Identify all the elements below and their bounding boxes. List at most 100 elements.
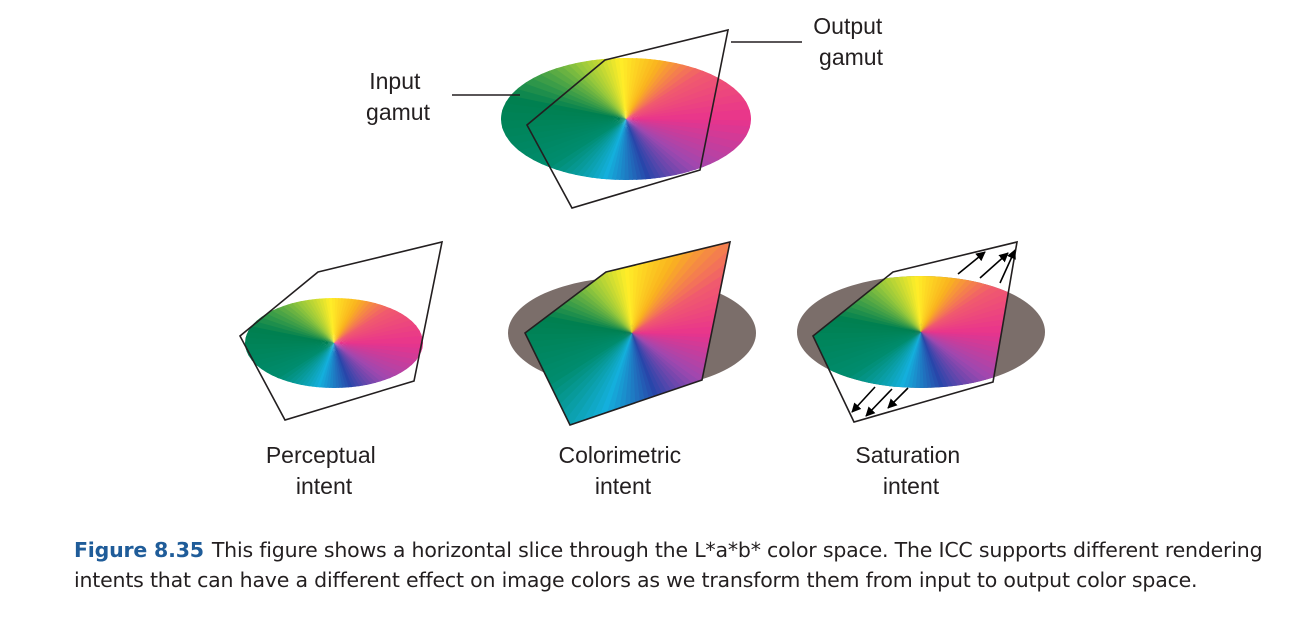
hue-wedge bbox=[632, 242, 727, 333]
hue-wedge bbox=[921, 276, 1017, 332]
hue-wedge bbox=[626, 107, 751, 121]
top-gamut-diagram: Input gamut Output gamut bbox=[366, 13, 888, 209]
hue-wedge bbox=[921, 276, 1017, 332]
hue-wedge bbox=[626, 58, 741, 119]
hue-wedge bbox=[632, 242, 730, 333]
hue-wedge bbox=[245, 298, 334, 343]
hue-wedge bbox=[867, 276, 921, 332]
hue-wedge bbox=[632, 242, 730, 333]
hue-wedge bbox=[921, 332, 938, 388]
hue-wedge bbox=[626, 98, 751, 119]
hue-wedge bbox=[921, 276, 1017, 332]
hue-wedge bbox=[334, 334, 423, 345]
hue-wedge bbox=[921, 332, 1009, 388]
hue-wedge bbox=[921, 276, 1017, 332]
hue-wedge bbox=[626, 119, 689, 180]
perceptual-intent-diagram: Perceptual intent bbox=[238, 240, 444, 499]
hue-wedge bbox=[626, 58, 721, 119]
hue-wedge bbox=[632, 283, 730, 333]
hue-wedge bbox=[334, 343, 423, 388]
hue-wedge bbox=[554, 58, 626, 119]
perceptual-compressed-wheel bbox=[245, 298, 423, 388]
hue-wedge bbox=[334, 298, 390, 343]
hue-wedge bbox=[501, 117, 626, 131]
hue-wedge bbox=[626, 119, 662, 180]
hue-wedge bbox=[245, 298, 334, 343]
hue-wedge bbox=[511, 58, 626, 119]
hue-wedge bbox=[813, 332, 921, 388]
hue-wedge bbox=[271, 343, 334, 388]
hue-wedge bbox=[334, 343, 355, 388]
perceptual-intent-label: Perceptual intent bbox=[266, 442, 382, 499]
output-gamut-label: Output gamut bbox=[813, 13, 888, 70]
hue-wedge bbox=[813, 332, 921, 388]
expansion-arrow bbox=[957, 251, 986, 275]
figure-caption: Figure 8.35 This figure shows a horizonta… bbox=[74, 535, 1264, 595]
hue-wedge bbox=[517, 58, 626, 119]
hue-wedge bbox=[632, 312, 730, 333]
hue-wedge bbox=[501, 119, 626, 150]
hue-wedge bbox=[609, 58, 626, 119]
hue-wedge bbox=[334, 343, 370, 388]
hue-wedge bbox=[524, 58, 626, 119]
hue-wedge bbox=[511, 119, 626, 180]
input-gamut-wheel bbox=[501, 58, 751, 180]
hue-wedge bbox=[921, 332, 966, 388]
hue-wedge bbox=[841, 276, 921, 332]
hue-wedge bbox=[334, 298, 419, 343]
expansion-arrow bbox=[865, 388, 893, 417]
hue-wedge bbox=[284, 298, 334, 343]
hue-wedge bbox=[904, 276, 921, 332]
hue-wedge bbox=[245, 341, 334, 352]
expansion-arrow bbox=[851, 386, 876, 413]
hue-wedge bbox=[632, 321, 730, 335]
hue-wedge bbox=[921, 311, 1017, 332]
hue-wedge bbox=[632, 293, 730, 333]
hue-wedge bbox=[298, 298, 334, 343]
hue-wedge bbox=[506, 58, 626, 119]
hue-wedge bbox=[600, 58, 626, 119]
saturation-intent-diagram: Saturation intent bbox=[797, 240, 1045, 499]
hue-wedge bbox=[626, 119, 735, 180]
hue-wedge bbox=[334, 343, 377, 388]
hue-wedge bbox=[921, 282, 1017, 332]
hue-wedge bbox=[506, 119, 626, 180]
hue-wedge bbox=[572, 58, 626, 119]
hue-wedge bbox=[249, 343, 334, 388]
hue-wedge bbox=[524, 119, 626, 180]
hue-wedge bbox=[632, 242, 730, 333]
hue-wedge bbox=[921, 332, 975, 388]
hue-wedge bbox=[921, 332, 947, 388]
hue-wedge bbox=[921, 332, 1001, 388]
hue-wedge bbox=[858, 276, 921, 332]
hue-wedge bbox=[921, 332, 1017, 388]
hue-wedge bbox=[626, 119, 671, 180]
hue-wedge bbox=[895, 276, 921, 332]
output-gamut-outline bbox=[525, 28, 730, 209]
expansion-arrow bbox=[999, 249, 1016, 284]
hue-wedge bbox=[334, 326, 423, 343]
colorimetric-intent-label: Colorimetric intent bbox=[558, 442, 687, 499]
hue-wedge bbox=[626, 119, 721, 180]
hue-wedge bbox=[334, 298, 423, 343]
hue-wedge bbox=[517, 119, 626, 180]
figure-number: Figure 8.35 bbox=[74, 538, 204, 562]
hue-wedge bbox=[921, 332, 957, 388]
hue-wedge bbox=[626, 119, 741, 180]
colorimetric-intent-diagram: Colorimetric intent bbox=[508, 240, 756, 499]
hue-wedge bbox=[626, 119, 680, 180]
hue-wedge bbox=[921, 276, 1001, 332]
hue-wedge bbox=[334, 298, 403, 343]
hue-wedge bbox=[265, 343, 334, 388]
hue-wedge bbox=[334, 343, 384, 388]
hue-wedge bbox=[334, 343, 403, 388]
hue-wedge bbox=[249, 298, 334, 343]
colorimetric-output-gamut-outline bbox=[523, 240, 732, 426]
hue-wedge bbox=[632, 242, 712, 333]
hue-wedge bbox=[321, 298, 334, 343]
hue-wedge bbox=[626, 119, 643, 180]
hue-wedge bbox=[265, 298, 334, 343]
hue-wedge bbox=[921, 276, 1009, 332]
hue-wedge bbox=[632, 302, 730, 333]
saturation-expansion-arrows bbox=[851, 249, 1016, 417]
